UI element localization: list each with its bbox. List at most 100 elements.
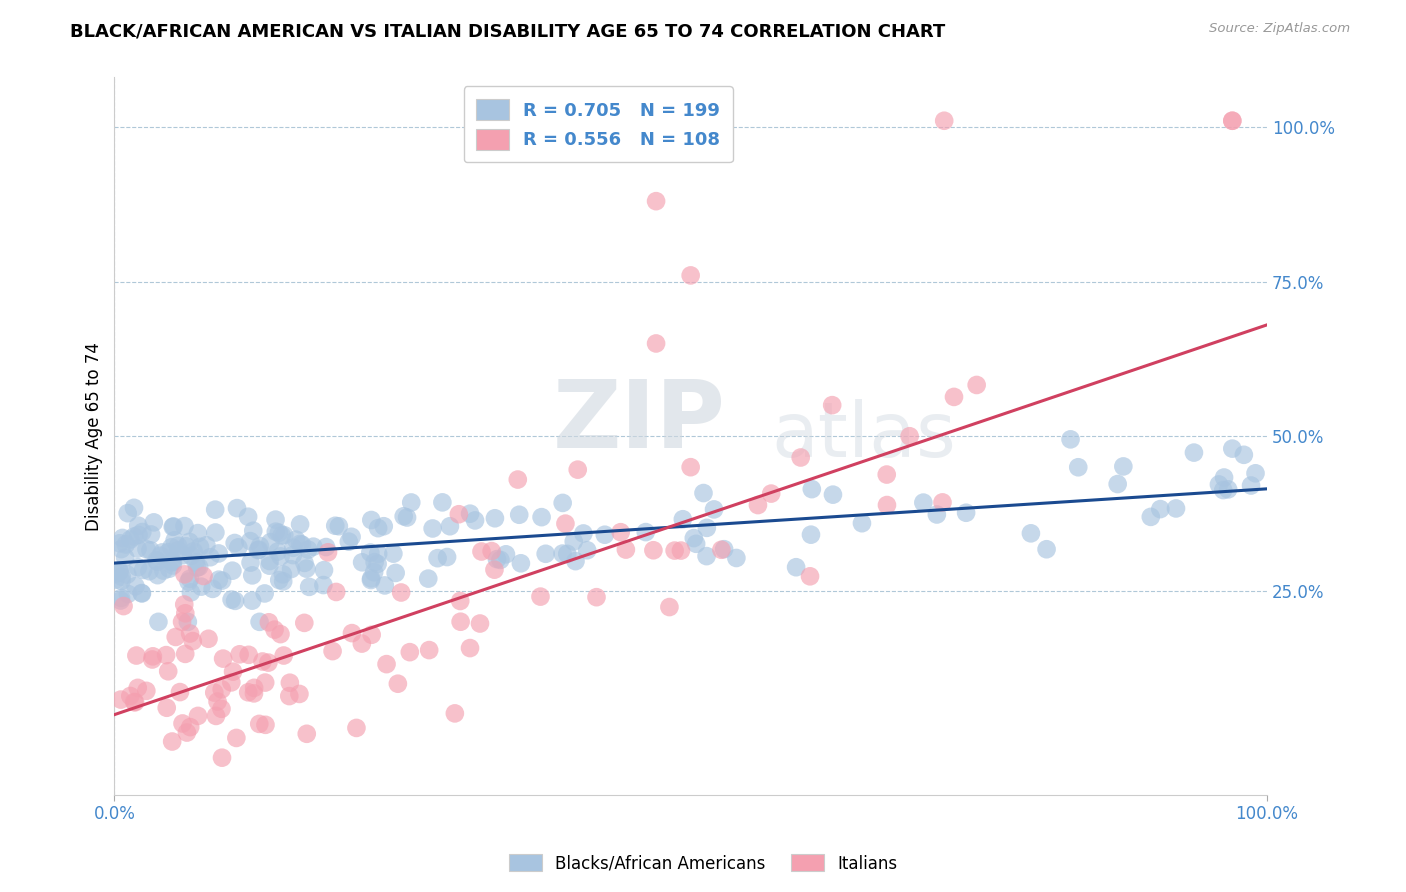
Point — [288, 687, 311, 701]
Point — [302, 540, 325, 554]
Point — [145, 553, 167, 567]
Text: atlas: atlas — [772, 400, 956, 474]
Point — [821, 398, 844, 412]
Point — [360, 513, 382, 527]
Point — [1244, 467, 1267, 481]
Point — [367, 557, 389, 571]
Point — [138, 564, 160, 578]
Point — [447, 507, 470, 521]
Point — [664, 543, 686, 558]
Point — [108, 564, 131, 578]
Point — [202, 685, 225, 699]
Point — [139, 527, 162, 541]
Point — [725, 551, 748, 566]
Point — [259, 558, 281, 573]
Point — [226, 501, 249, 516]
Point — [1112, 459, 1135, 474]
Point — [188, 560, 211, 574]
Point — [464, 513, 486, 527]
Point — [669, 543, 692, 558]
Point — [221, 592, 243, 607]
Point — [273, 528, 295, 542]
Point — [398, 645, 420, 659]
Point — [484, 511, 506, 525]
Point — [1067, 460, 1090, 475]
Point — [211, 750, 233, 764]
Point — [352, 555, 374, 569]
Point — [222, 665, 245, 679]
Point — [966, 378, 988, 392]
Point — [367, 521, 389, 535]
Point — [174, 647, 197, 661]
Point — [323, 518, 346, 533]
Point — [682, 531, 704, 545]
Point — [710, 542, 733, 557]
Point — [340, 530, 363, 544]
Point — [224, 594, 246, 608]
Point — [360, 573, 382, 587]
Point — [200, 550, 222, 565]
Point — [131, 586, 153, 600]
Point — [821, 488, 844, 502]
Point — [264, 513, 287, 527]
Point — [167, 543, 190, 558]
Point — [713, 542, 735, 557]
Point — [117, 587, 139, 601]
Point — [375, 657, 398, 672]
Point — [162, 520, 184, 534]
Point — [298, 580, 321, 594]
Point — [485, 552, 508, 566]
Point — [120, 689, 142, 703]
Point — [432, 495, 454, 509]
Point — [1149, 502, 1171, 516]
Point — [672, 512, 695, 526]
Point — [325, 585, 347, 599]
Point — [789, 450, 811, 465]
Point — [1139, 509, 1161, 524]
Point — [506, 473, 529, 487]
Point — [270, 528, 292, 542]
Point — [692, 486, 714, 500]
Point — [211, 574, 233, 588]
Point — [104, 573, 127, 587]
Point — [122, 530, 145, 544]
Point — [193, 569, 215, 583]
Point — [115, 567, 138, 582]
Point — [173, 519, 195, 533]
Point — [679, 460, 702, 475]
Point — [1035, 542, 1057, 557]
Point — [127, 560, 149, 574]
Point — [197, 632, 219, 646]
Point — [444, 706, 467, 721]
Point — [188, 540, 211, 554]
Point — [295, 561, 318, 575]
Point — [876, 467, 898, 482]
Point — [212, 651, 235, 665]
Point — [529, 590, 551, 604]
Point — [120, 533, 142, 547]
Point — [572, 526, 595, 541]
Point — [367, 547, 389, 561]
Point — [146, 568, 169, 582]
Point — [238, 685, 260, 699]
Point — [270, 549, 292, 564]
Point — [396, 510, 419, 524]
Point — [104, 566, 127, 581]
Point — [436, 549, 458, 564]
Point — [110, 692, 132, 706]
Point — [187, 526, 209, 541]
Point — [267, 525, 290, 540]
Point — [614, 542, 637, 557]
Point — [1213, 470, 1236, 484]
Point — [288, 517, 311, 532]
Point — [176, 725, 198, 739]
Point — [450, 615, 472, 629]
Point — [205, 709, 228, 723]
Point — [1220, 113, 1243, 128]
Point — [146, 555, 169, 569]
Point — [759, 486, 782, 500]
Point — [174, 539, 197, 553]
Point — [679, 268, 702, 283]
Point — [132, 563, 155, 577]
Point — [228, 648, 250, 662]
